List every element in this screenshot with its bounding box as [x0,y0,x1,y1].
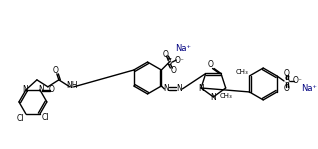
Text: O⁻: O⁻ [293,76,303,86]
Text: O: O [53,66,59,75]
Text: O: O [170,66,176,74]
Text: O: O [284,84,290,93]
Text: Na⁺: Na⁺ [301,84,317,93]
Text: S: S [284,76,290,86]
Text: S: S [167,58,172,67]
Text: O: O [162,50,168,59]
Text: N: N [38,85,44,94]
Text: Cl: Cl [16,114,24,124]
Text: Cl: Cl [42,114,50,122]
Text: CH₃: CH₃ [219,93,232,99]
Text: N: N [198,84,204,93]
Text: O: O [208,60,214,69]
Text: Na⁺: Na⁺ [175,44,191,53]
Text: NH: NH [66,81,78,90]
Text: N: N [22,85,28,94]
Text: N: N [176,84,182,93]
Text: O: O [284,69,290,77]
Text: N: N [163,84,169,93]
Text: O: O [49,85,55,94]
Text: O⁻: O⁻ [174,56,184,65]
Text: CH₃: CH₃ [236,69,249,75]
Text: N: N [211,93,216,102]
